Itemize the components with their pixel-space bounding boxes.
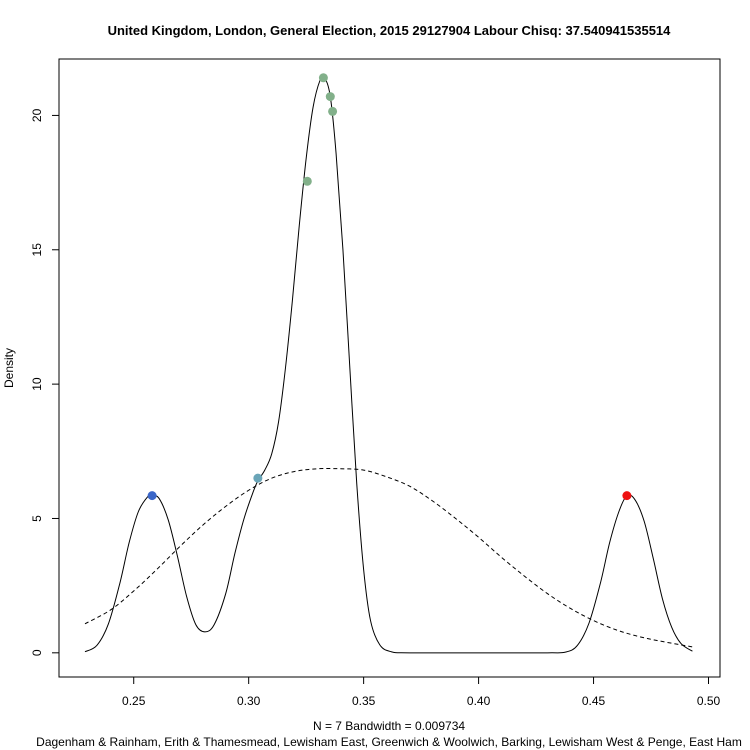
chart-subtitle: Dagenham & Rainham, Erith & Thamesmead, … xyxy=(36,735,742,749)
x-tick-label: 0.40 xyxy=(467,694,491,708)
normal-density-curve xyxy=(84,468,693,648)
y-tick-label: 20 xyxy=(30,108,44,122)
x-axis: 0.25 0.30 0.35 0.40 0.45 0.50 xyxy=(122,676,721,708)
x-tick-label: 0.25 xyxy=(122,694,146,708)
x-tick-label: 0.50 xyxy=(697,694,721,708)
data-point-marker xyxy=(253,473,263,483)
series-layer xyxy=(84,75,693,654)
data-point-marker xyxy=(325,92,335,102)
y-axis-label: Density xyxy=(2,348,16,388)
y-tick-label: 10 xyxy=(30,377,44,391)
data-point-marker xyxy=(147,491,157,501)
y-tick-label: 5 xyxy=(30,515,44,522)
x-tick-label: 0.35 xyxy=(352,694,376,708)
plot-frame xyxy=(58,58,721,678)
x-tick-label: 0.30 xyxy=(237,694,261,708)
y-axis: 0 5 10 15 20 xyxy=(30,108,60,656)
y-tick-label: 15 xyxy=(30,243,44,257)
x-axis-label: N = 7 Bandwidth = 0.009734 xyxy=(313,719,465,733)
data-point-marker xyxy=(622,491,632,501)
data-point-marker xyxy=(318,73,328,83)
chart-title: United Kingdom, London, General Election… xyxy=(108,23,672,38)
data-point-marker xyxy=(328,106,338,116)
kernel-density-curve xyxy=(84,75,693,654)
data-point-marker xyxy=(302,176,312,186)
y-tick-label: 0 xyxy=(30,649,44,656)
marker-layer xyxy=(147,73,632,501)
x-tick-label: 0.45 xyxy=(582,694,606,708)
